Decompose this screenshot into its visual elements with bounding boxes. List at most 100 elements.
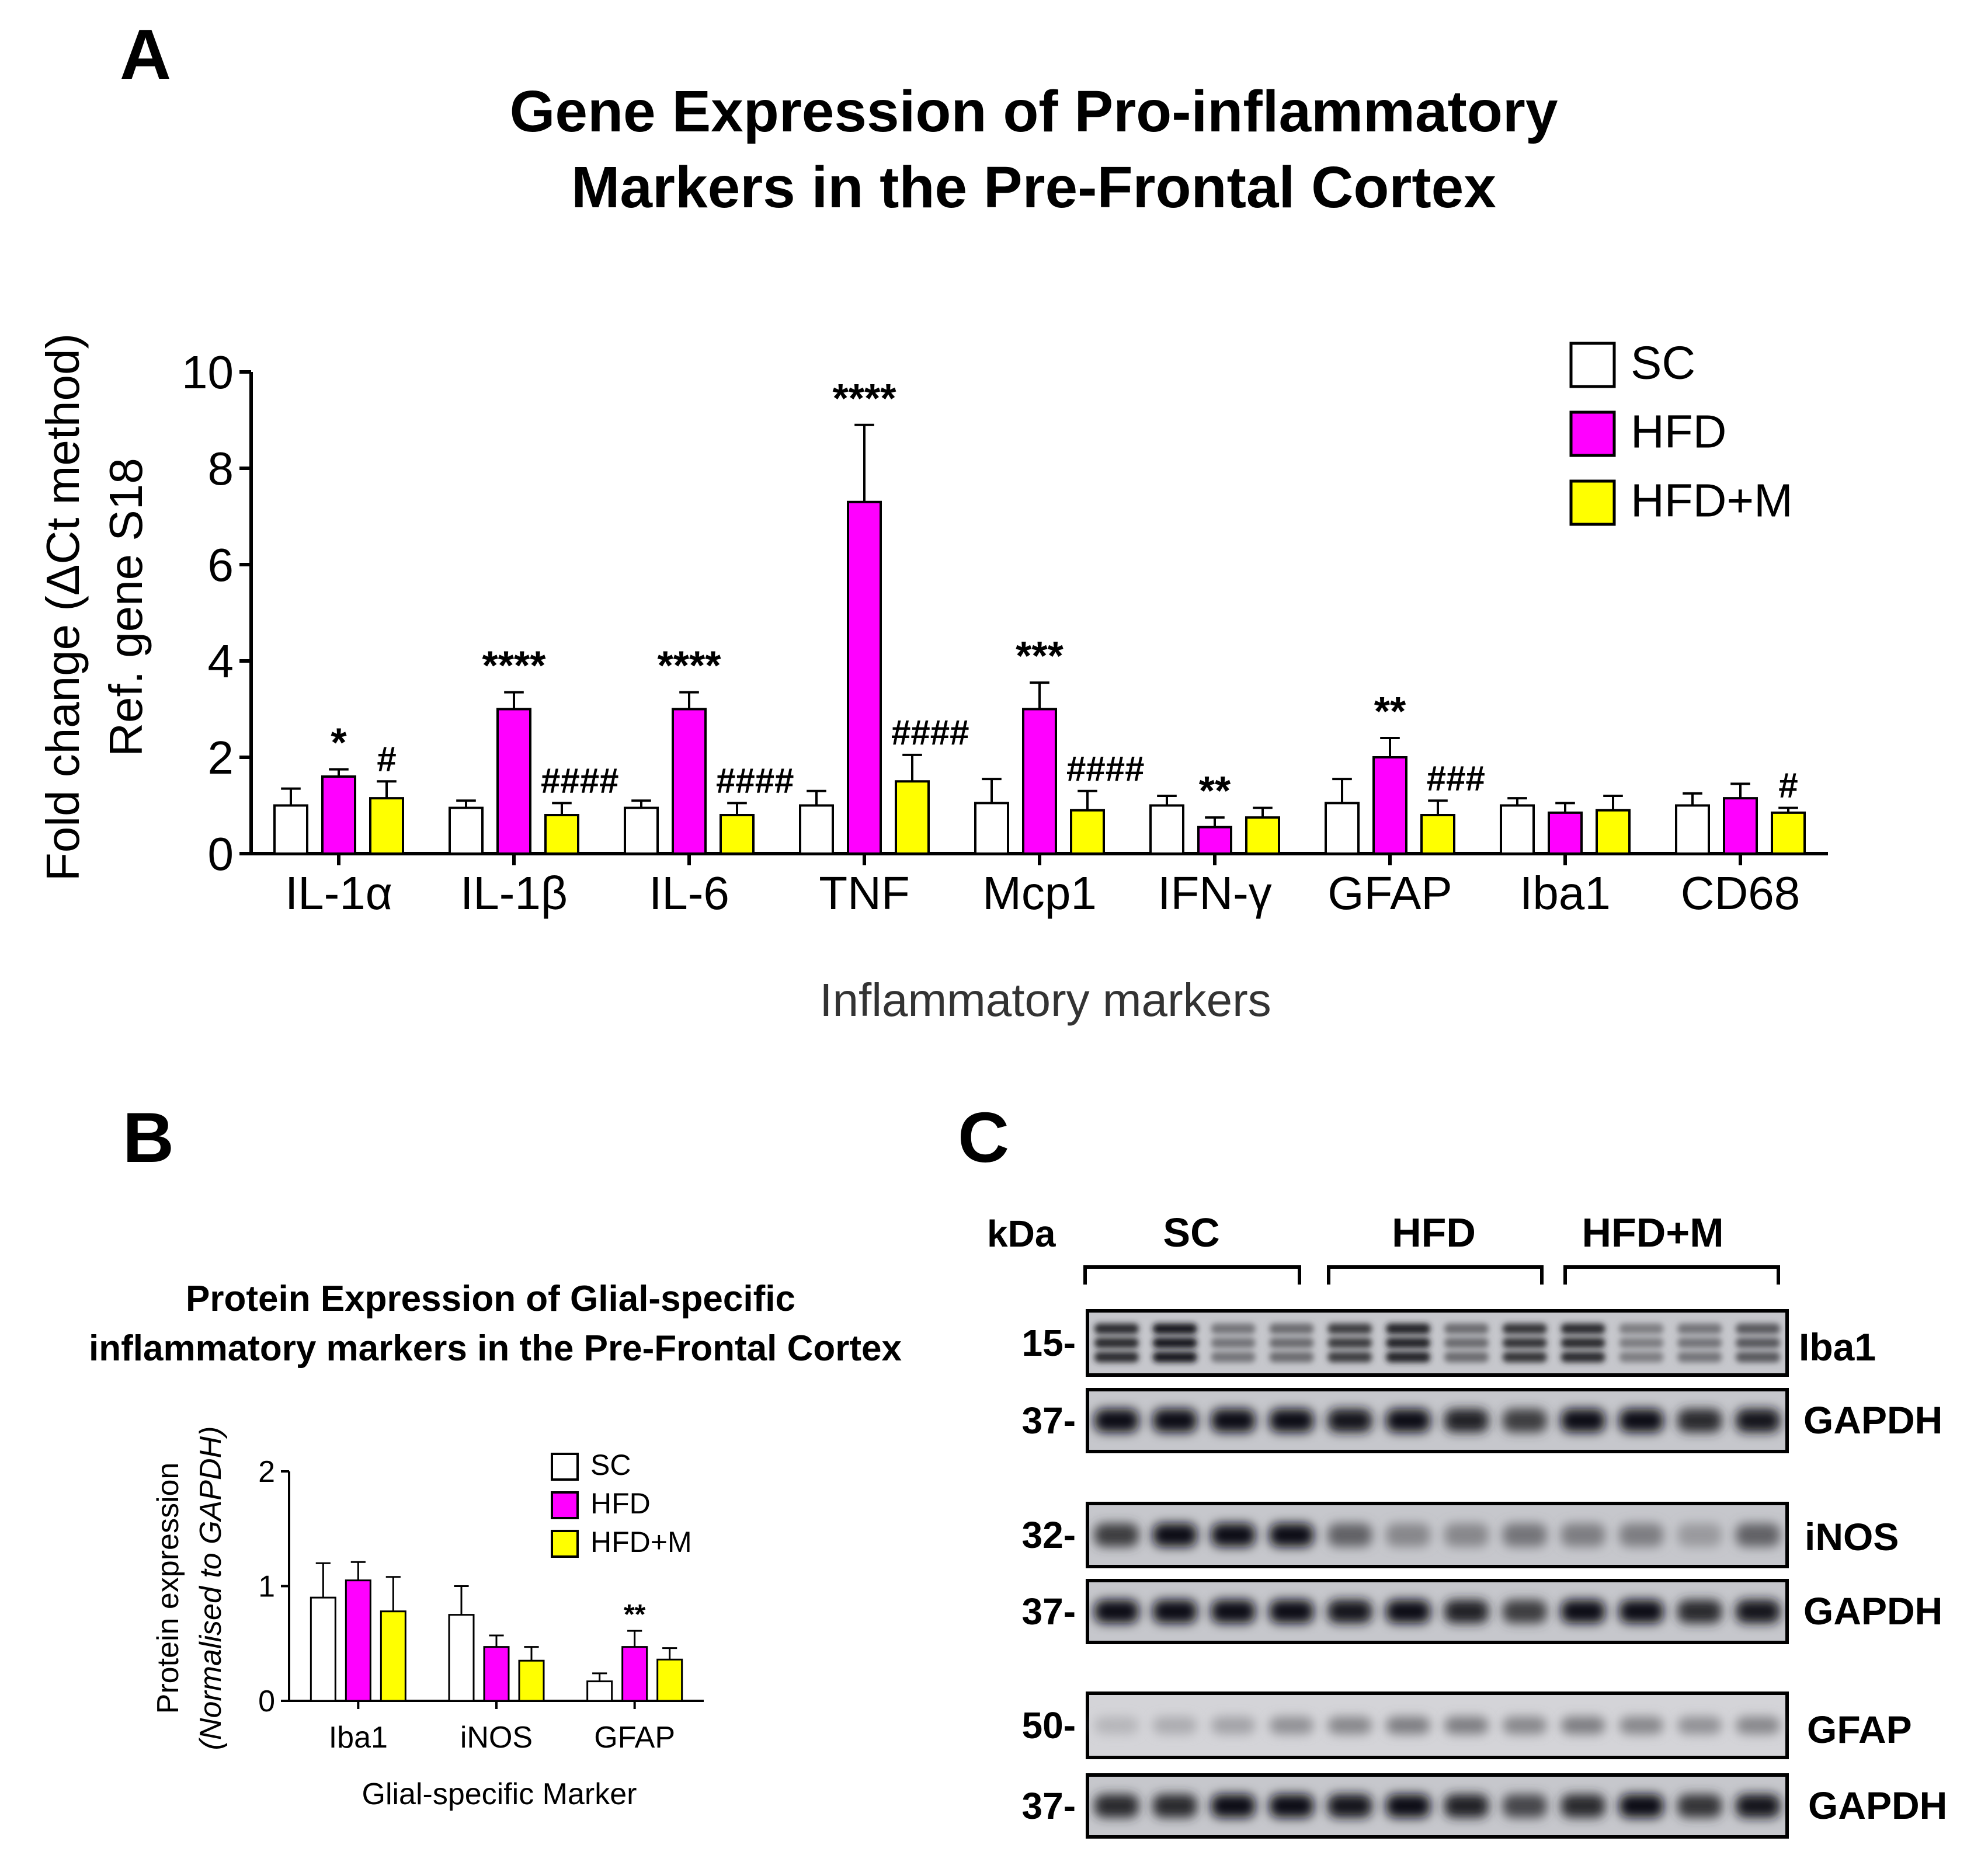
chart-b-bar-hfd-m-iba1 xyxy=(380,1610,406,1702)
blot-band xyxy=(1677,1338,1722,1348)
chart-a-y-tick-label: 8 xyxy=(208,443,234,495)
blot-band xyxy=(1269,1717,1314,1734)
blot-membrane-gapdh xyxy=(1086,1579,1789,1644)
chart-a-category-label-iba1: Iba1 xyxy=(1520,867,1611,919)
chart-a-y-tick-label: 6 xyxy=(208,539,234,591)
chart-a-category-label-il-6: IL-6 xyxy=(649,867,729,919)
chart-a-bar-hfd-m-iba1 xyxy=(1596,809,1631,855)
blot-protein-label-gapdh: GAPDH xyxy=(1803,1398,1942,1442)
blot-band xyxy=(1094,1794,1139,1818)
blot-band xyxy=(1386,1409,1431,1432)
chart-a-category-label-tnf: TNF xyxy=(819,867,910,919)
blot-band xyxy=(1269,1338,1314,1348)
blot-band xyxy=(1677,1600,1722,1623)
blot-protein-label-inos: iNOS xyxy=(1805,1515,1899,1558)
chart-a-category-label-il-1: IL-1α xyxy=(285,867,392,919)
blot-membrane-inos xyxy=(1086,1502,1789,1568)
chart-a: Gene Expression of Pro-inflammatory Mark… xyxy=(37,79,1828,1026)
chart-a-bar-hfd-il-1 xyxy=(321,775,356,855)
chart-a-bar-hfd-m-il-1 xyxy=(369,797,404,855)
chart-a-bar-sc-gfap xyxy=(1325,802,1360,855)
blot-band xyxy=(1560,1717,1605,1734)
blot-band xyxy=(1560,1352,1605,1363)
blot-band xyxy=(1152,1717,1197,1734)
chart-a-bar-hfd-il-6 xyxy=(672,708,707,855)
blot-band xyxy=(1094,1717,1139,1734)
chart-a-bar-sc-cd68 xyxy=(1675,804,1710,855)
blot-band xyxy=(1094,1409,1139,1432)
blot-band xyxy=(1619,1323,1664,1334)
blot-row-gapdh-3: 37- GAPDH xyxy=(1022,1579,1942,1644)
blot-band xyxy=(1269,1794,1314,1818)
chart-b-legend-label-sc: SC xyxy=(590,1449,631,1481)
blot-band xyxy=(1327,1323,1372,1334)
chart-b-bar-hfd-gfap xyxy=(621,1646,648,1702)
blot-band xyxy=(1560,1409,1605,1432)
blot-band xyxy=(1677,1352,1722,1363)
blot-band xyxy=(1736,1600,1781,1623)
blot-band xyxy=(1327,1523,1372,1547)
chart-b-legend-label-hfd: HFD xyxy=(590,1487,651,1520)
blot-band xyxy=(1211,1523,1256,1547)
blot-band xyxy=(1619,1600,1664,1623)
chart-b-xlabel: Glial-specific Marker xyxy=(362,1777,637,1811)
blot-band xyxy=(1269,1523,1314,1547)
chart-b: Protein Expression of Glial-specific inf… xyxy=(89,1279,902,1811)
blot-band xyxy=(1619,1717,1664,1734)
blot-row-gfap-4: 50- GFAP xyxy=(1022,1692,1912,1759)
chart-a-significance-mcp1-hfd-m: #### xyxy=(1066,749,1144,788)
chart-a-y-tick-label: 10 xyxy=(182,346,234,398)
chart-b-ylabel-line-2: (Normalised to GAPDH) xyxy=(194,1426,228,1750)
blot-membrane-gapdh xyxy=(1086,1388,1789,1453)
chart-a-bar-sc-il-6 xyxy=(624,806,659,855)
blot-band xyxy=(1386,1717,1431,1734)
chart-a-bar-sc-mcp1 xyxy=(974,802,1009,855)
chart-a-significance-il-6-hfd-m: #### xyxy=(716,761,794,800)
blot-band xyxy=(1152,1794,1197,1818)
panel-label-c: C xyxy=(958,1098,1009,1177)
blot-band xyxy=(1502,1523,1547,1547)
blot-band xyxy=(1560,1523,1605,1547)
chart-a-category-label-ifn: IFN-γ xyxy=(1158,867,1272,919)
chart-b-y-tick-label: 2 xyxy=(258,1455,275,1489)
blot-band xyxy=(1444,1338,1489,1348)
chart-a-title-line-1: Gene Expression of Pro-inflammatory xyxy=(510,79,1558,144)
blot-band xyxy=(1386,1523,1431,1547)
blot-band xyxy=(1211,1717,1256,1734)
chart-a-bar-hfd-mcp1 xyxy=(1022,708,1057,855)
chart-b-ylabel-line-1: Protein expression xyxy=(151,1463,185,1714)
blot-band xyxy=(1444,1523,1489,1547)
blot-band xyxy=(1094,1523,1139,1547)
blot-band xyxy=(1677,1523,1722,1547)
blot-band xyxy=(1211,1323,1256,1334)
blot-marker-label: 15- xyxy=(1022,1322,1076,1364)
chart-a-ylabel-line-2: Ref. gene S18 xyxy=(100,458,152,756)
blot-band xyxy=(1619,1794,1664,1818)
chart-b-bar-hfd-inos xyxy=(483,1646,510,1702)
blot-marker-label: 32- xyxy=(1022,1514,1076,1556)
chart-a-significance-il-1-hfd-m: # xyxy=(377,739,396,778)
chart-a-category-label-mcp1: Mcp1 xyxy=(982,867,1097,919)
blot-band xyxy=(1502,1323,1547,1334)
chart-a-significance-gfap-hfd: ** xyxy=(1374,688,1406,734)
blot-band xyxy=(1211,1409,1256,1432)
blot-membrane-iba1 xyxy=(1086,1309,1789,1377)
blot-band xyxy=(1094,1600,1139,1623)
chart-a-significance-il-1-hfd-m: #### xyxy=(541,761,618,800)
blot-band xyxy=(1736,1794,1781,1818)
chart-a-ylabel-line-1: Fold change (ΔCt method) xyxy=(37,333,89,881)
blot-band xyxy=(1444,1323,1489,1334)
chart-a-bar-hfd-iba1 xyxy=(1548,811,1583,855)
blot-band xyxy=(1269,1323,1314,1334)
blot-band xyxy=(1502,1717,1547,1734)
blot-band xyxy=(1677,1409,1722,1432)
blot-row-gapdh-5: 37- GAPDH xyxy=(1022,1773,1947,1839)
blot-marker-label: 50- xyxy=(1022,1704,1076,1746)
chart-a-significance-mcp1-hfd: *** xyxy=(1016,633,1063,678)
blot-band xyxy=(1677,1323,1722,1334)
blot-band xyxy=(1269,1409,1314,1432)
blot-band xyxy=(1560,1323,1605,1334)
blot-band xyxy=(1444,1717,1489,1734)
blot-band xyxy=(1502,1338,1547,1348)
blot-band xyxy=(1152,1523,1197,1547)
